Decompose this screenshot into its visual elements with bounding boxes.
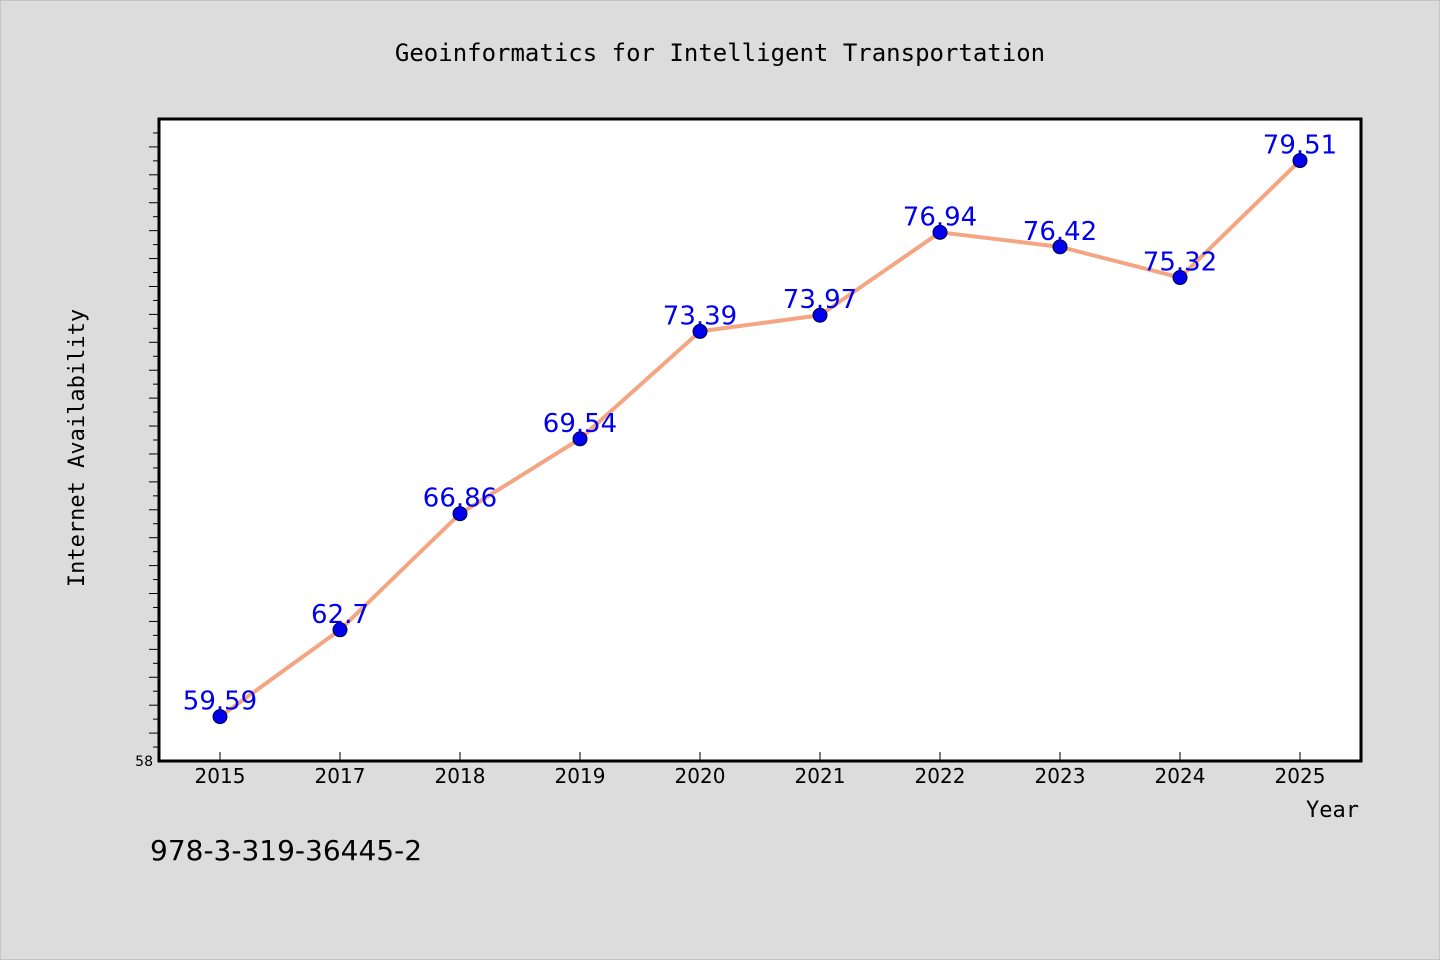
plot-area <box>157 117 1363 763</box>
footer-text: 978-3-319-36445-2 <box>150 834 423 867</box>
data-label: 73.97 <box>783 285 857 315</box>
x-tick-label: 2018 <box>435 764 486 788</box>
data-label: 79.51 <box>1263 131 1337 161</box>
data-point <box>1172 270 1188 286</box>
y-axis-label: Internet Availability <box>65 309 90 587</box>
data-point <box>332 622 348 638</box>
x-tick-label: 2021 <box>795 764 846 788</box>
x-tick-label: 2015 <box>195 764 246 788</box>
data-label: 69.54 <box>543 409 617 439</box>
x-tick-label: 2019 <box>555 764 606 788</box>
data-point <box>932 224 948 240</box>
data-label: 66.86 <box>423 484 497 514</box>
x-tick-label: 2025 <box>1275 764 1326 788</box>
data-point <box>812 307 828 323</box>
data-label: 75.32 <box>1143 248 1217 278</box>
x-tick-label: 2024 <box>1155 764 1206 788</box>
data-label: 59.59 <box>183 687 257 717</box>
chart-title: Geoinformatics for Intelligent Transport… <box>395 39 1045 67</box>
data-point <box>1292 153 1308 169</box>
x-tick-label: 2022 <box>915 764 966 788</box>
series-layer: 59.59 62.7 66.86 69.54 73.39 73.97 76.94 76.42 7… <box>183 131 1337 725</box>
data-point <box>452 506 468 522</box>
y-tick-label: 58 <box>135 754 153 770</box>
data-label: 62.7 <box>311 600 369 630</box>
x-tick-label: 2023 <box>1035 764 1086 788</box>
x-tick-label: 2017 <box>315 764 366 788</box>
data-point <box>212 709 228 725</box>
data-label: 76.42 <box>1023 217 1097 247</box>
x-axis-label: Year <box>1306 798 1359 823</box>
x-tick-label: 2020 <box>675 764 726 788</box>
y-axis-ticks: 58 <box>135 132 159 770</box>
data-point <box>1052 239 1068 255</box>
data-point <box>692 323 708 339</box>
data-label: 76.94 <box>903 202 977 232</box>
x-axis-ticks: 2015 2017 2018 2019 2020 2021 2022 2023 2024 2025 <box>195 752 1326 788</box>
data-label: 73.39 <box>663 301 737 331</box>
series-line <box>218 158 1302 719</box>
data-point <box>572 431 588 447</box>
